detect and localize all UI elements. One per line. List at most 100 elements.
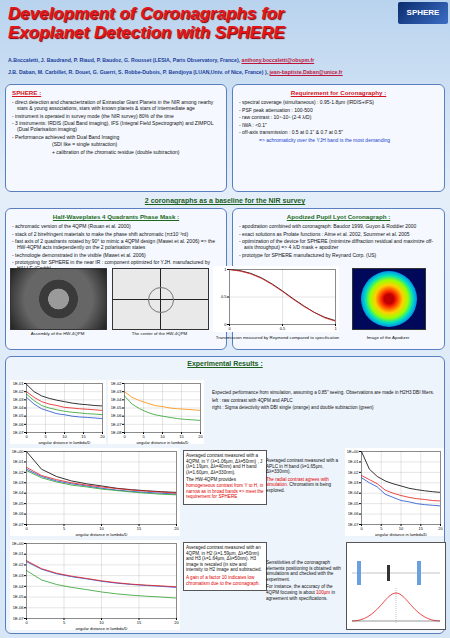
- svg-text:20: 20: [174, 620, 179, 625]
- svg-text:0: 0: [25, 620, 28, 625]
- html-text:Requirement for Coronagraphy :: Requirement for Coronagraphy :: [290, 89, 387, 96]
- html-text:The radial contrast agrees wit: The radial contrast agrees with simulati…: [266, 476, 332, 493]
- html-text:homogeneous contrast from Y to: homogeneous contrast from Y to H, in nar…: [186, 483, 264, 500]
- svg-text:20: 20: [198, 434, 203, 439]
- html-text:Development of Coronagraphs fo: Development of Coronagraphs for Exoplane…: [8, 4, 285, 42]
- svg-text:1E-03: 1E-03: [348, 480, 359, 485]
- html-text:- spectral coverage (simultane: - spectral coverage (simultaneous) : 0.9…: [239, 99, 374, 105]
- html-text:Apodized Pupil Lyot Coronagrap: Apodized Pupil Lyot Coronagraph :: [286, 213, 391, 220]
- svg-text:1E-01: 1E-01: [13, 381, 24, 386]
- svg-text:1E-02: 1E-02: [13, 562, 24, 567]
- svg-text:0: 0: [25, 434, 28, 439]
- svg-text:0.5: 0.5: [280, 326, 286, 331]
- svg-text:angular distance in lambda/D: angular distance in lambda/D: [375, 532, 427, 537]
- svg-text:0: 0: [123, 434, 126, 439]
- svg-text:1E-02: 1E-02: [111, 381, 122, 386]
- svg-text:0: 0: [25, 526, 28, 531]
- svg-text:0.5: 0.5: [221, 294, 227, 299]
- html-text:SPHERE: SPHERE: [406, 8, 440, 17]
- svg-text:1E-04: 1E-04: [13, 490, 24, 495]
- svg-text:1E-05: 1E-05: [13, 501, 24, 506]
- svg-text:1E-07: 1E-07: [111, 422, 122, 427]
- svg-text:0: 0: [228, 326, 231, 331]
- svg-text:1E-07: 1E-07: [13, 522, 24, 527]
- svg-text:1E-03: 1E-03: [111, 389, 122, 394]
- svg-text:1E-07: 1E-07: [13, 616, 24, 621]
- html-text:Averaged contrast measured wit: Averaged contrast measured with an 4QPM,…: [186, 545, 262, 573]
- html-text:- prototype for SPHERE manufac: - prototype for SPHERE manufactured by R…: [239, 251, 377, 258]
- html-text:Experimental Results :: Experimental Results :: [187, 360, 263, 367]
- html-text:- Performance achieved with Du: - Performance achieved with Dual Band Im…: [12, 133, 120, 140]
- svg-text:angular distance in lambda/D: angular distance in lambda/D: [76, 532, 128, 537]
- svg-text:1E-05: 1E-05: [13, 413, 24, 418]
- html-text:- PSF peak attenuation : 100-5: - PSF peak attenuation : 100-500: [239, 106, 313, 113]
- svg-text:1E-04: 1E-04: [348, 490, 359, 495]
- svg-text:0: 0: [224, 322, 227, 327]
- svg-text:1E-05: 1E-05: [111, 405, 122, 410]
- svg-text:1E-02: 1E-02: [13, 389, 24, 394]
- svg-text:1: 1: [224, 267, 227, 272]
- html-text:- 3 instruments: IRDIS (Dual B: - 3 instruments: IRDIS (Dual Band imagin…: [12, 120, 214, 132]
- html-text:- stack of 2 birefringent mate: - stack of 2 birefringent materials to m…: [12, 230, 188, 237]
- svg-text:angular distance in lambda/D: angular distance in lambda/D: [137, 440, 189, 445]
- svg-text:1E-05: 1E-05: [348, 501, 359, 506]
- svg-text:1E+00: 1E+00: [347, 449, 359, 454]
- html-text:A.Boccaletti, J. Baudrand, P.: A.Boccaletti, J. Baudrand, P. Riaud, P. …: [8, 57, 315, 63]
- html-text:+ calibration of the chromatic: + calibration of the chromatic residue (…: [52, 148, 180, 155]
- svg-text:1E-07: 1E-07: [13, 430, 24, 435]
- svg-text:5: 5: [63, 526, 66, 531]
- svg-text:20: 20: [174, 526, 179, 531]
- svg-text:20: 20: [100, 434, 105, 439]
- html-text:=> achromaticity over the YJH: => achromaticity over the YJH band is th…: [259, 136, 391, 143]
- svg-text:angular distance in lambda/D: angular distance in lambda/D: [76, 626, 128, 631]
- svg-text:1E-04: 1E-04: [13, 584, 24, 589]
- svg-text:0: 0: [360, 526, 363, 531]
- svg-text:15: 15: [137, 526, 142, 531]
- svg-text:1E-03: 1E-03: [13, 573, 24, 578]
- html-text:Sensitivities of the coronagra: Sensitivities of the coronagraph element…: [266, 560, 341, 582]
- html-text:- IWA : <0.1": - IWA : <0.1": [239, 121, 267, 128]
- svg-text:5: 5: [63, 620, 66, 625]
- svg-text:1E-06: 1E-06: [348, 511, 359, 516]
- svg-text:1E-04: 1E-04: [111, 397, 122, 402]
- svg-text:1E-06: 1E-06: [111, 413, 122, 418]
- svg-text:15: 15: [137, 620, 142, 625]
- html-text:- direct detection and charact: - direct detection and characterization …: [12, 99, 214, 111]
- svg-text:1E-02: 1E-02: [348, 470, 359, 475]
- svg-text:1E-06: 1E-06: [13, 422, 24, 427]
- svg-text:1E-04: 1E-04: [13, 405, 24, 410]
- svg-text:angular distance in lambda/D: angular distance in lambda/D: [39, 440, 91, 445]
- html-text:- prototyping for SPHERE in th: - prototyping for SPHERE in the near IR …: [12, 259, 211, 271]
- svg-text:1E-02: 1E-02: [13, 470, 24, 475]
- html-text:- exact solutions as Prolate f: - exact solutions as Prolate functions :…: [239, 230, 410, 237]
- html-text:Averaged contrast measured wit: Averaged contrast measured with a 4QPM, …: [186, 453, 263, 475]
- svg-text:1E-08: 1E-08: [111, 430, 122, 435]
- svg-text:1E-01: 1E-01: [348, 459, 359, 464]
- html-text:- raw contrast : 10⁴-10⁵ (2-4: - raw contrast : 10⁴-10⁵ (2-4 λ/D): [239, 114, 312, 120]
- svg-text:1E-06: 1E-06: [13, 511, 24, 516]
- svg-text:1E-01: 1E-01: [13, 459, 24, 464]
- svg-text:1: 1: [334, 326, 337, 331]
- svg-text:1E-03: 1E-03: [13, 397, 24, 402]
- html-text:Half-Waveplates 4 Quadrants Ph: Half-Waveplates 4 Quadrants Phase Mask :: [52, 213, 180, 220]
- html-text:Averaged contrast measured wit: Averaged contrast measured with a APLC i…: [266, 458, 339, 475]
- svg-text:1E-01: 1E-01: [13, 551, 24, 556]
- svg-text:1E-05: 1E-05: [13, 594, 24, 599]
- html-text:A gain of a factor 10 indicate: A gain of a factor 10 indicates low chro…: [186, 575, 260, 586]
- html-text:- instrument is operated in su: - instrument is operated in survey mode …: [12, 112, 174, 119]
- html-text:For instance, the accuracy of: For instance, the accuracy of the 4QPM f…: [266, 584, 335, 601]
- html-text:2 coronagraphs as a baseline f: 2 coronagraphs as a baseline for the NIR…: [144, 197, 306, 204]
- svg-text:1E-03: 1E-03: [13, 480, 24, 485]
- html-text:- technologie demonstrated in: - technologie demonstrated in the visibl…: [12, 251, 146, 258]
- html-text:J.B. Daban, M. Carbillet, R. D: J.B. Daban, M. Carbillet, R. Douet, G. G…: [8, 69, 343, 75]
- svg-text:1E+00: 1E+00: [12, 541, 24, 546]
- svg-text:1E-06: 1E-06: [13, 605, 24, 610]
- html-text:- off-axis transmission : 0.5: - off-axis transmission : 0.5 at 0.1" & …: [239, 129, 344, 135]
- html-text:- fast axis of 2 quadrants rot: - fast axis of 2 quadrants rotated by 90…: [12, 238, 215, 250]
- svg-text:1E-07: 1E-07: [348, 522, 359, 527]
- svg-text:20: 20: [438, 526, 443, 531]
- html-text:- optimization of the device f: - optimization of the device for SPHERE …: [239, 238, 434, 250]
- svg-text:1E+00: 1E+00: [12, 449, 24, 454]
- html-text:SPHERE :: SPHERE :: [12, 89, 42, 96]
- html-text:(SDI like = single subtraction: (SDI like = single subtraction): [52, 141, 118, 147]
